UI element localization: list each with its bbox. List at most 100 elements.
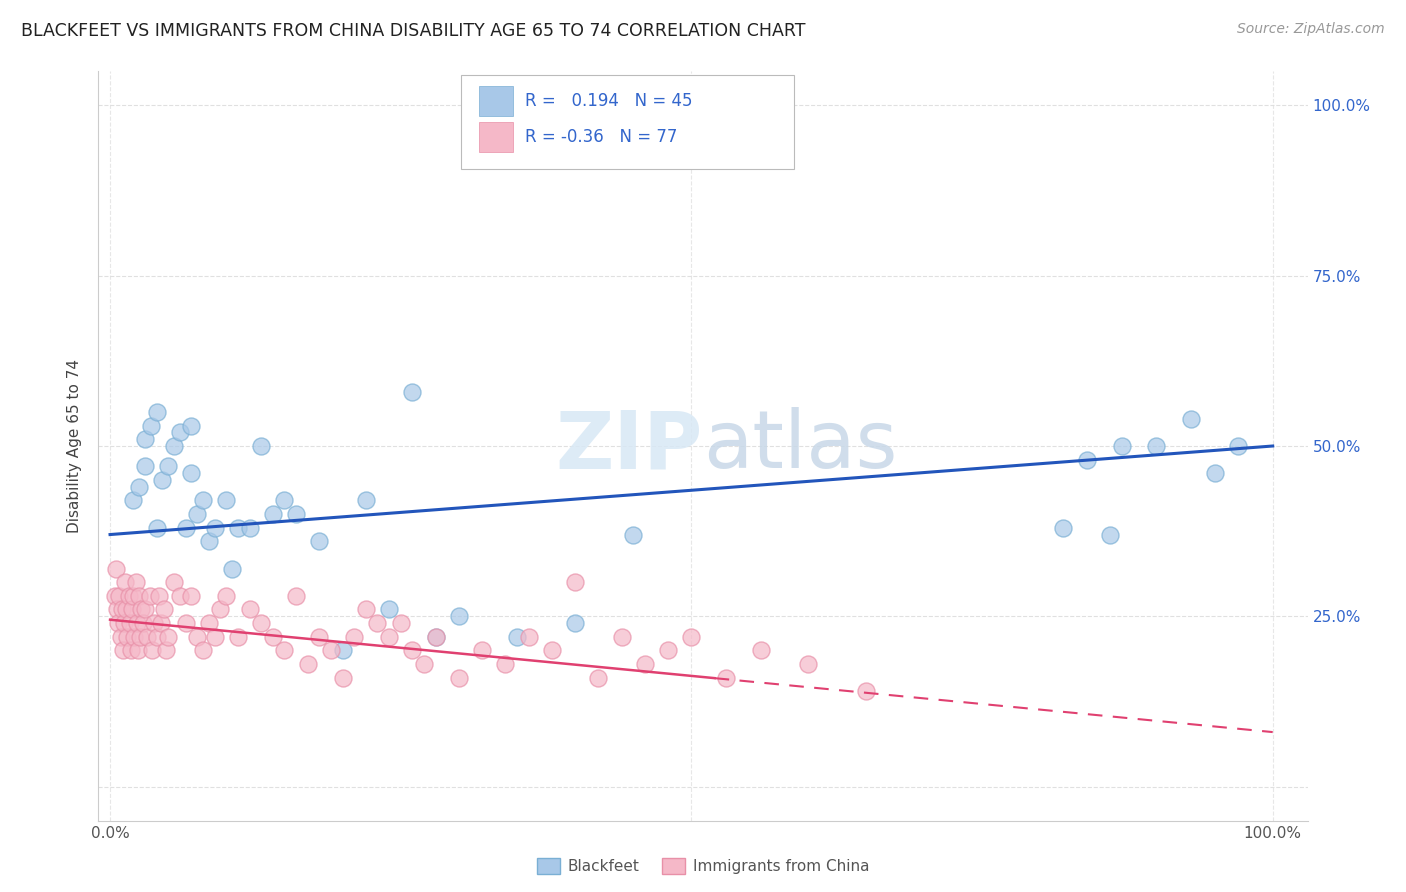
Point bbox=[378, 630, 401, 644]
Point bbox=[378, 602, 401, 616]
Point bbox=[145, 630, 167, 644]
Point bbox=[297, 657, 319, 671]
Point bbox=[141, 643, 163, 657]
Point bbox=[121, 602, 143, 616]
Point bbox=[506, 630, 529, 644]
Point bbox=[494, 657, 516, 671]
Point bbox=[122, 493, 145, 508]
Point bbox=[118, 589, 141, 603]
Point bbox=[115, 602, 138, 616]
Point bbox=[104, 589, 127, 603]
Point bbox=[148, 589, 170, 603]
Text: ZIP: ZIP bbox=[555, 407, 703, 485]
Point bbox=[136, 630, 159, 644]
Point bbox=[118, 616, 141, 631]
Point bbox=[716, 671, 738, 685]
Point bbox=[250, 616, 273, 631]
Point bbox=[1180, 411, 1202, 425]
Point bbox=[1076, 452, 1098, 467]
Point bbox=[124, 575, 146, 590]
Point bbox=[621, 527, 644, 541]
Point bbox=[634, 657, 657, 671]
Point bbox=[1144, 439, 1167, 453]
Point bbox=[191, 493, 214, 508]
Point bbox=[239, 602, 262, 616]
Point bbox=[540, 643, 562, 657]
Point bbox=[191, 643, 214, 657]
Point bbox=[1226, 439, 1249, 453]
Point bbox=[134, 432, 156, 446]
Point bbox=[796, 657, 818, 671]
Point bbox=[389, 616, 412, 631]
Point bbox=[401, 384, 423, 399]
Point bbox=[180, 467, 202, 481]
Point bbox=[131, 602, 153, 616]
Point bbox=[1098, 527, 1121, 541]
Point bbox=[401, 643, 423, 657]
Point bbox=[1111, 439, 1133, 453]
Point bbox=[186, 630, 208, 644]
Point bbox=[308, 534, 330, 549]
Point bbox=[215, 493, 238, 508]
Point bbox=[157, 630, 180, 644]
Point bbox=[308, 630, 330, 644]
Point bbox=[128, 480, 150, 494]
Point bbox=[855, 684, 877, 698]
Point bbox=[150, 473, 173, 487]
FancyBboxPatch shape bbox=[479, 87, 513, 116]
Point bbox=[186, 507, 208, 521]
Point bbox=[152, 602, 174, 616]
Point bbox=[239, 521, 262, 535]
Point bbox=[517, 630, 540, 644]
Point bbox=[124, 630, 146, 644]
Point bbox=[111, 602, 134, 616]
FancyBboxPatch shape bbox=[479, 121, 513, 152]
Point bbox=[125, 616, 148, 631]
Point bbox=[332, 671, 354, 685]
Point bbox=[262, 630, 284, 644]
Point bbox=[104, 561, 127, 575]
Point bbox=[112, 616, 135, 631]
Point bbox=[215, 589, 238, 603]
Text: BLACKFEET VS IMMIGRANTS FROM CHINA DISABILITY AGE 65 TO 74 CORRELATION CHART: BLACKFEET VS IMMIGRANTS FROM CHINA DISAB… bbox=[21, 22, 806, 40]
Point bbox=[471, 643, 494, 657]
Point bbox=[319, 643, 342, 657]
Point bbox=[163, 575, 186, 590]
Point bbox=[122, 589, 145, 603]
Point bbox=[564, 616, 586, 631]
Point bbox=[155, 643, 177, 657]
Point bbox=[657, 643, 679, 657]
Text: atlas: atlas bbox=[703, 407, 897, 485]
Point bbox=[332, 643, 354, 657]
Point bbox=[131, 616, 153, 631]
Point bbox=[209, 602, 232, 616]
Point bbox=[749, 643, 772, 657]
Point bbox=[127, 643, 149, 657]
Point bbox=[198, 534, 221, 549]
Point bbox=[413, 657, 436, 671]
Point bbox=[157, 459, 180, 474]
Point bbox=[180, 589, 202, 603]
Point bbox=[134, 602, 156, 616]
Text: R = -0.36   N = 77: R = -0.36 N = 77 bbox=[526, 128, 678, 145]
Point bbox=[262, 507, 284, 521]
Point bbox=[447, 609, 470, 624]
Point bbox=[610, 630, 633, 644]
Point bbox=[111, 643, 134, 657]
Point bbox=[143, 616, 166, 631]
Point bbox=[110, 630, 132, 644]
Point bbox=[588, 671, 610, 685]
Point bbox=[1204, 467, 1226, 481]
Point bbox=[285, 589, 308, 603]
Point bbox=[198, 616, 221, 631]
Point bbox=[681, 630, 703, 644]
Point bbox=[285, 507, 308, 521]
Point bbox=[180, 418, 202, 433]
Text: Source: ZipAtlas.com: Source: ZipAtlas.com bbox=[1237, 22, 1385, 37]
Point bbox=[226, 630, 249, 644]
Point bbox=[1052, 521, 1074, 535]
Point bbox=[273, 493, 295, 508]
Point bbox=[128, 589, 150, 603]
Point bbox=[114, 575, 136, 590]
Point bbox=[343, 630, 366, 644]
